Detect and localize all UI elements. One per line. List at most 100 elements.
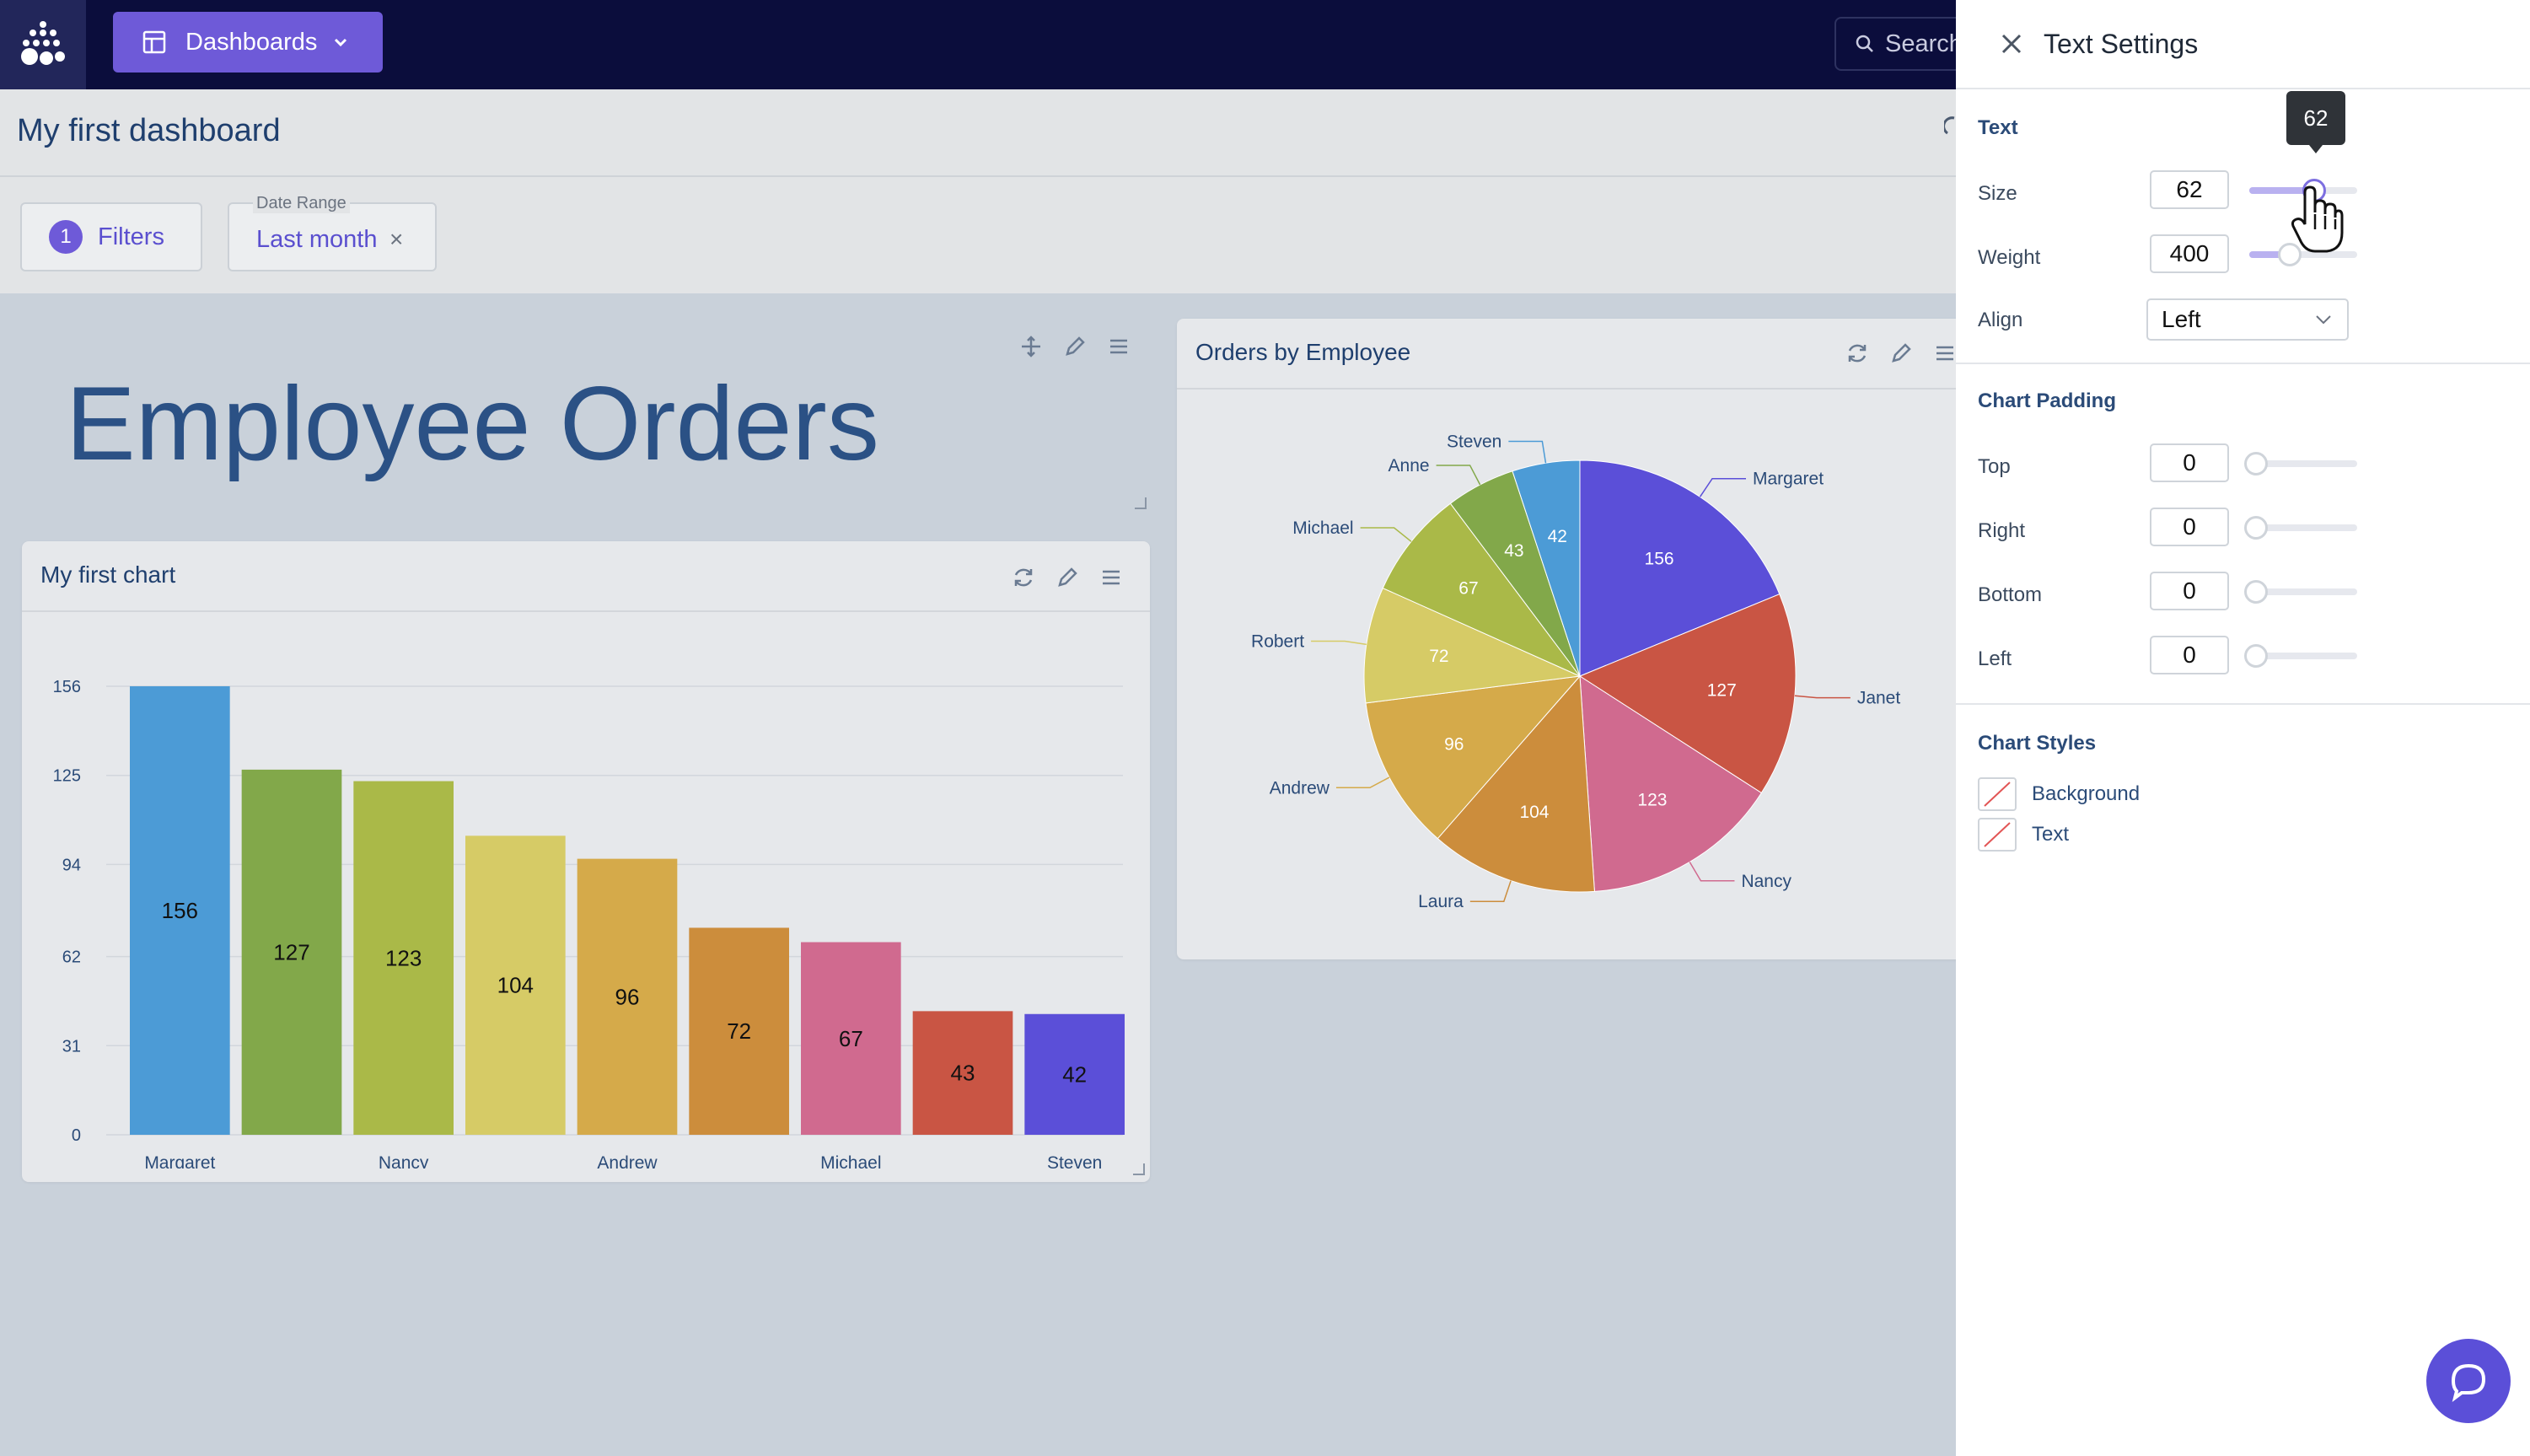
edit-pencil-icon[interactable] xyxy=(1055,565,1080,590)
bar-michael[interactable] xyxy=(801,942,901,1135)
padding-bottom-slider-thumb[interactable] xyxy=(2244,580,2268,604)
pie-label-leader xyxy=(1469,880,1512,902)
pie-value-label: 72 xyxy=(1429,647,1448,666)
padding-bottom-input[interactable]: 0 xyxy=(2150,572,2229,610)
bar-chart-card-header: My first chart xyxy=(22,541,1150,612)
size-label: Size xyxy=(1978,182,2017,205)
size-input[interactable]: 62 xyxy=(2150,170,2229,209)
bar-anne[interactable] xyxy=(912,1011,1013,1135)
refresh-icon[interactable] xyxy=(1845,341,1870,366)
text-widget-resize-handle[interactable] xyxy=(1135,497,1147,509)
menu-icon[interactable] xyxy=(1932,341,1958,366)
bar-laura[interactable] xyxy=(465,835,566,1135)
pie-slice-janet[interactable] xyxy=(1578,594,1797,794)
align-select-value: Left xyxy=(2162,306,2201,332)
bar-chart: 0 31 62 94 125 156 156 Margaret 127 123 Nancy 104 96… xyxy=(53,678,1125,1169)
padding-right-slider[interactable] xyxy=(2244,516,2357,540)
background-color-swatch[interactable] xyxy=(1978,777,2017,811)
weight-slider[interactable] xyxy=(2249,243,2357,266)
panel-divider xyxy=(1956,703,2530,705)
pie-value-label: 123 xyxy=(1637,790,1667,809)
padding-bottom-label: Bottom xyxy=(1978,583,2043,606)
padding-top-slider[interactable] xyxy=(2244,452,2357,475)
close-icon[interactable] xyxy=(1998,30,2025,57)
bar-steven[interactable] xyxy=(1024,1013,1125,1135)
bar-chart-title[interactable]: My first chart xyxy=(40,561,176,588)
chat-support-button[interactable] xyxy=(2426,1339,2511,1423)
pie-slice-steven[interactable] xyxy=(1512,459,1581,677)
padding-right-input[interactable]: 0 xyxy=(2150,508,2229,546)
chart-styles-section-title: Chart Styles xyxy=(1978,732,2097,755)
edit-pencil-icon[interactable] xyxy=(1888,341,1914,366)
bar-andrew[interactable] xyxy=(577,858,678,1135)
no-color-icon xyxy=(1984,822,2011,847)
panel-header: Text Settings xyxy=(1956,0,2530,89)
bar-value-label: 43 xyxy=(951,1061,975,1086)
bar-chart-card: My first chart 0 31 62 94 125 156 156 Margaret 1… xyxy=(22,541,1150,1182)
pie-label-leader xyxy=(1360,527,1412,542)
pie-category-label: Michael xyxy=(1292,518,1353,538)
bar-margaret[interactable] xyxy=(130,686,230,1135)
refresh-dashboard-icon[interactable] xyxy=(1944,113,1956,138)
app-logo[interactable] xyxy=(0,0,86,89)
pie-category-label: Anne xyxy=(1389,456,1430,475)
background-color-option[interactable]: Background xyxy=(1978,777,2140,811)
pie-slice-robert[interactable] xyxy=(1363,587,1582,704)
padding-left-slider[interactable] xyxy=(2244,644,2357,668)
pie-slice-nancy[interactable] xyxy=(1579,675,1763,892)
weight-input[interactable]: 400 xyxy=(2150,234,2229,273)
size-slider-fill xyxy=(2249,187,2314,194)
weight-slider-thumb[interactable] xyxy=(2278,243,2302,266)
bar-chart-resize-handle[interactable] xyxy=(1133,1163,1145,1175)
padding-right-slider-thumb[interactable] xyxy=(2244,516,2268,540)
pie-value-label: 104 xyxy=(1519,803,1549,822)
text-color-swatch[interactable] xyxy=(1978,818,2017,852)
padding-right-label: Right xyxy=(1978,519,2026,542)
bar-janet[interactable] xyxy=(241,769,342,1135)
pie-chart-toolbar xyxy=(1845,341,1958,366)
refresh-icon[interactable] xyxy=(1011,565,1036,590)
filters-button[interactable]: 1 Filters xyxy=(20,202,202,271)
bar-value-label: 67 xyxy=(839,1026,863,1051)
pie-label-leader xyxy=(1699,477,1747,497)
pie-category-label: Janet xyxy=(1857,689,1901,708)
search-icon xyxy=(1856,35,1873,52)
pie-category-label: Laura xyxy=(1418,892,1464,911)
padding-left-slider-thumb[interactable] xyxy=(2244,644,2268,668)
pie-label-leader xyxy=(1794,695,1850,699)
bar-value-label: 104 xyxy=(497,973,534,998)
date-range-value: Last month xyxy=(256,226,378,253)
align-select[interactable]: Left xyxy=(2146,298,2349,341)
weight-slider-fill xyxy=(2249,251,2290,258)
padding-bottom-slider[interactable] xyxy=(2244,580,2357,604)
dashboards-menu-button[interactable]: Dashboards xyxy=(113,12,383,73)
menu-icon[interactable] xyxy=(1098,565,1124,590)
page-title[interactable]: My first dashboard xyxy=(17,113,281,148)
x-tick-label: Andrew xyxy=(597,1153,658,1169)
bar-chart-toolbar xyxy=(1011,565,1124,590)
text-widget[interactable]: Employee Orders xyxy=(20,320,1150,514)
text-color-option[interactable]: Text xyxy=(1978,818,2069,852)
pie-category-label: Nancy xyxy=(1741,872,1791,891)
pie-chart-card: Orders by Employee 156 Margaret 127 Janet 12… xyxy=(1177,319,1969,959)
pie-slice-margaret[interactable] xyxy=(1579,459,1781,677)
clear-date-range-icon[interactable]: × xyxy=(389,226,404,252)
padding-left-input[interactable]: 0 xyxy=(2150,636,2229,674)
menu-icon[interactable] xyxy=(1106,334,1131,359)
padding-left-label: Left xyxy=(1978,647,2012,670)
padding-top-input[interactable]: 0 xyxy=(2150,443,2229,482)
bar-robert[interactable] xyxy=(689,927,789,1135)
pie-chart-title[interactable]: Orders by Employee xyxy=(1195,339,1411,365)
align-label: Align xyxy=(1978,309,2023,331)
bar-nancy[interactable] xyxy=(353,781,454,1135)
x-tick-label: Michael xyxy=(820,1153,881,1169)
padding-top-slider-thumb[interactable] xyxy=(2244,452,2268,475)
date-range-filter[interactable]: Date Range Last month × xyxy=(228,194,437,271)
pie-value-label: 96 xyxy=(1444,734,1464,754)
move-icon[interactable] xyxy=(1018,334,1044,359)
y-tick-label: 156 xyxy=(53,678,81,696)
date-range-label: Date Range xyxy=(253,194,350,213)
filters-label: Filters xyxy=(98,223,164,250)
text-settings-panel: Text Settings Text Size 62 Weight 400 Al… xyxy=(1956,0,2530,1456)
edit-pencil-icon[interactable] xyxy=(1062,334,1088,359)
